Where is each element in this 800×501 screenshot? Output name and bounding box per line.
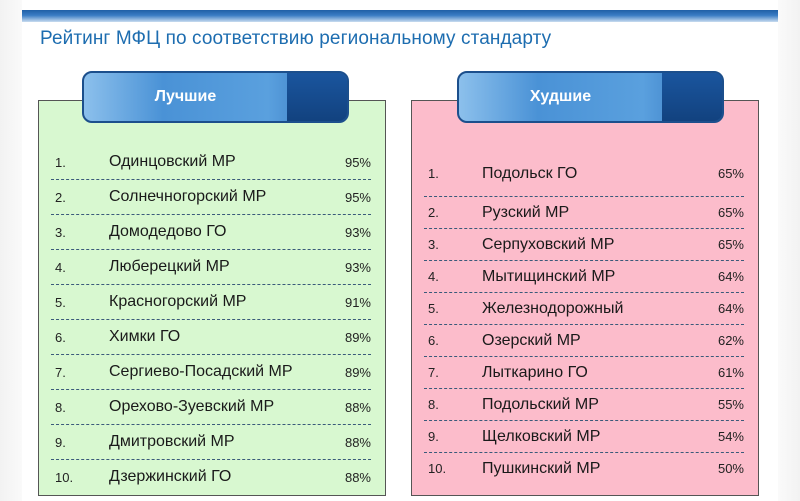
score-percent: 65% [717,205,744,220]
rank-number: 9. [428,429,439,444]
worst-row: 1. Подольск ГО 65% [424,151,744,197]
district-name: Лыткарино ГО [482,363,588,381]
district-name: Щелковский МР [482,427,601,445]
rank-number: 8. [55,399,66,415]
rank-number: 2. [55,189,66,205]
rank-number: 3. [55,224,66,240]
score-percent: 88% [344,434,371,450]
district-name: Солнечногорский МР [109,188,267,205]
page-title: Рейтинг МФЦ по соответствию региональном… [40,28,552,49]
worst-row: 4. Мытищинский МР 64% [424,261,744,293]
worst-heading-tab: Худшие [457,71,724,123]
worst-row: 5. Железнодорожный 64% [424,293,744,325]
score-percent: 64% [717,301,744,316]
rank-number: 7. [55,364,66,380]
score-percent: 95% [344,189,371,205]
best-row: 2. Солнечногорский МР 95% [51,180,371,215]
district-name: Люберецкий МР [109,258,230,275]
score-percent: 89% [344,329,371,345]
rank-number: 8. [428,397,439,412]
score-percent: 89% [344,364,371,380]
best-heading: Лучшие [154,88,217,105]
worst-heading: Худшие [529,88,592,105]
rank-number: 10. [428,461,447,476]
rank-number: 1. [428,166,439,181]
score-percent: 91% [344,294,371,310]
best-row: 8. Орехово-Зуевский МР 88% [51,390,371,425]
rank-number: 2. [428,205,439,220]
score-percent: 65% [717,166,744,181]
worst-list: 1. Подольск ГО 65% 2. Рузский МР 65% 3. … [424,151,744,484]
district-name: Озерский МР [482,331,581,349]
right-frame [778,0,800,501]
best-row: 4. Люберецкий МР 93% [51,250,371,285]
district-name: Дмитровский МР [109,433,235,450]
top-banner-bar [22,10,778,22]
rank-number: 3. [428,237,439,252]
district-name: Домодедово ГО [109,223,227,240]
best-panel: 1. Одинцовский МР 95% 2. Солнечногорский… [38,100,386,496]
rank-number: 4. [55,259,66,275]
worst-row: 6. Озерский МР 62% [424,325,744,357]
score-percent: 54% [717,429,744,444]
rank-number: 5. [428,301,439,316]
worst-row: 7. Лыткарино ГО 61% [424,357,744,389]
district-name: Одинцовский МР [109,153,236,170]
score-percent: 61% [717,365,744,380]
score-percent: 64% [717,269,744,284]
score-percent: 65% [717,237,744,252]
district-name: Дзержинский ГО [109,468,232,485]
best-row: 6. Химки ГО 89% [51,320,371,355]
best-list: 1. Одинцовский МР 95% 2. Солнечногорский… [51,145,371,494]
district-name: Железнодорожный [482,299,624,317]
tab-cap [287,73,347,121]
worst-row: 2. Рузский МР 65% [424,197,744,229]
district-name: Орехово-Зуевский МР [109,398,275,415]
score-percent: 88% [344,399,371,415]
best-row: 1. Одинцовский МР 95% [51,145,371,180]
worst-row: 8. Подольский МР 55% [424,389,744,421]
score-percent: 93% [344,224,371,240]
district-name: Подольск ГО [482,164,578,182]
worst-row: 10. Пушкинский МР 50% [424,453,744,484]
left-frame [0,0,22,501]
rank-number: 4. [428,269,439,284]
best-row: 7. Сергиево-Посадский МР 89% [51,355,371,390]
worst-panel: 1. Подольск ГО 65% 2. Рузский МР 65% 3. … [411,100,759,496]
rank-number: 9. [55,434,66,450]
score-percent: 95% [344,154,371,170]
rank-number: 7. [428,365,439,380]
score-percent: 62% [717,333,744,348]
rank-number: 1. [55,154,66,170]
best-heading-tab: Лучшие [82,71,349,123]
district-name: Серпуховский МР [482,235,615,253]
district-name: Подольский МР [482,395,599,413]
score-percent: 93% [344,259,371,275]
district-name: Мытищинский МР [482,267,616,285]
rank-number: 6. [428,333,439,348]
district-name: Сергиево-Посадский МР [109,363,293,380]
district-name: Химки ГО [109,328,181,345]
district-name: Рузский МР [482,203,570,221]
best-row: 10. Дзержинский ГО 88% [51,460,371,494]
district-name: Пушкинский МР [482,459,601,477]
district-name: Красногорский МР [109,293,247,310]
worst-row: 9. Щелковский МР 54% [424,421,744,453]
rank-number: 5. [55,294,66,310]
best-row: 5. Красногорский МР 91% [51,285,371,320]
worst-row: 3. Серпуховский МР 65% [424,229,744,261]
score-percent: 55% [717,397,744,412]
best-row: 3. Домодедово ГО 93% [51,215,371,250]
score-percent: 50% [717,461,744,476]
tab-cap [662,73,722,121]
score-percent: 88% [344,469,371,485]
rank-number: 10. [55,469,74,485]
rank-number: 6. [55,329,66,345]
best-row: 9. Дмитровский МР 88% [51,425,371,460]
